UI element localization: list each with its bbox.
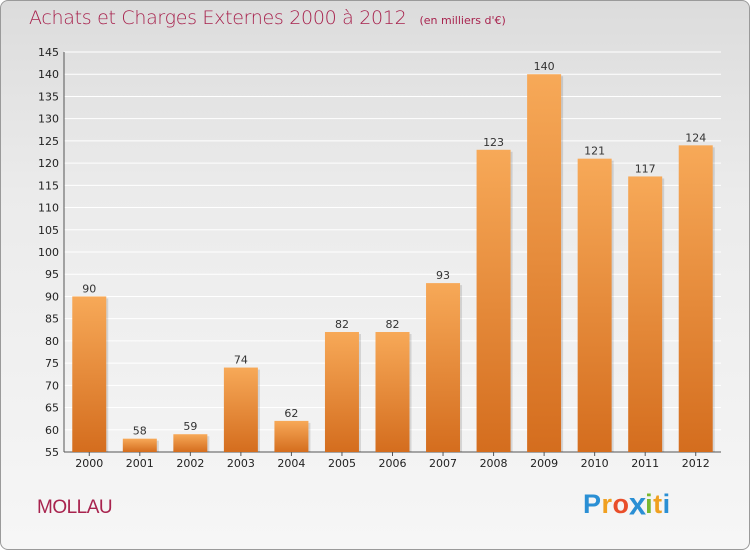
logo-letter: i <box>645 489 654 519</box>
bar-shadow <box>460 285 463 452</box>
data-label-2003: 74 <box>234 354 248 367</box>
y-tick-label: 110 <box>38 202 59 215</box>
x-tick-label-2003: 2003 <box>227 457 255 470</box>
chart-title: Achats et Charges Externes 2000 à 2012 (… <box>29 7 506 29</box>
bar-2009 <box>527 74 562 452</box>
bar-2007 <box>426 283 461 452</box>
bar-shadow <box>510 151 513 452</box>
data-label-2001: 58 <box>133 425 147 438</box>
bar-2011 <box>628 176 663 452</box>
bar-2008 <box>476 149 511 452</box>
label-layer: 90 58 59 74 62 82 82 93 123 140 121 117 124 <box>82 60 706 437</box>
commune-name: MOLLAU <box>37 497 113 518</box>
bar-shadow <box>207 436 210 452</box>
x-tick-label-2009: 2009 <box>530 457 558 470</box>
y-tick-label: 90 <box>45 290 59 303</box>
bar-2010 <box>577 158 612 452</box>
x-tick-label-2004: 2004 <box>277 457 305 470</box>
y-tick-label: 75 <box>45 357 59 370</box>
bar-shadow <box>561 76 564 452</box>
data-label-2005: 82 <box>335 318 349 331</box>
bar-shadow <box>712 147 715 453</box>
bar-shadow <box>611 160 614 452</box>
logo-letter: t <box>653 489 663 519</box>
data-label-2002: 59 <box>183 420 197 433</box>
proxiti-logo: Proxiti <box>583 486 671 522</box>
x-tick-label-2007: 2007 <box>429 457 457 470</box>
y-tick-label: 80 <box>45 335 59 348</box>
chart-title-main: Achats et Charges Externes 2000 à 2012 <box>29 7 407 29</box>
bar-shadow <box>106 298 109 452</box>
data-label-2008: 123 <box>483 136 504 149</box>
bar-2003 <box>223 367 258 452</box>
logo-letter: P <box>583 489 602 519</box>
y-tick-label: 85 <box>45 313 59 326</box>
x-tick-label-2001: 2001 <box>126 457 154 470</box>
y-tick-label: 70 <box>45 379 59 392</box>
data-label-2000: 90 <box>82 282 96 295</box>
bar-2001 <box>122 438 157 452</box>
bar-2005 <box>324 332 359 452</box>
y-tick-label: 145 <box>38 46 59 59</box>
data-label-2011: 117 <box>635 162 656 175</box>
y-tick-label: 115 <box>38 179 59 192</box>
logo-letter: x <box>628 486 647 522</box>
x-tick-label-2005: 2005 <box>328 457 356 470</box>
x-tick-label-2008: 2008 <box>480 457 508 470</box>
data-label-2010: 121 <box>584 145 605 158</box>
x-tick-label-2000: 2000 <box>75 457 103 470</box>
y-tick-label: 55 <box>45 446 59 459</box>
bar-shadow <box>308 422 311 452</box>
chart-unit: (en milliers d'€) <box>419 14 506 27</box>
y-tick-label: 95 <box>45 268 59 281</box>
bar-2006 <box>375 332 410 452</box>
y-tick-label: 60 <box>45 424 59 437</box>
bar-2004 <box>274 420 309 452</box>
bar-shadow <box>156 440 159 452</box>
y-tick-label: 120 <box>38 157 59 170</box>
y-tick-label: 125 <box>38 135 59 148</box>
bar-2000 <box>72 296 107 452</box>
bar-shadow <box>257 369 260 452</box>
bar-layer <box>72 74 715 453</box>
bar-shadow <box>662 178 665 452</box>
x-tick-label-2006: 2006 <box>379 457 407 470</box>
axis-layer: 55 60 65 70 75 80 85 90 95 100 105 110 115 120 125 130 1… <box>38 46 721 470</box>
bar-2012 <box>678 145 713 453</box>
y-tick-label: 100 <box>38 246 59 259</box>
x-tick-label-2010: 2010 <box>581 457 609 470</box>
y-tick-label: 140 <box>38 68 59 81</box>
data-label-2007: 93 <box>436 269 450 282</box>
bar-shadow <box>409 334 412 452</box>
data-label-2012: 124 <box>685 131 706 144</box>
x-tick-label-2011: 2011 <box>631 457 659 470</box>
logo-letter: r <box>601 489 613 519</box>
y-tick-label: 135 <box>38 90 59 103</box>
data-label-2006: 82 <box>386 318 400 331</box>
logo-letter: i <box>662 489 671 519</box>
y-tick-label: 130 <box>38 113 59 126</box>
data-label-2004: 62 <box>284 407 298 420</box>
logo-letter: o <box>612 489 630 519</box>
bar-2002 <box>173 434 208 452</box>
y-tick-label: 105 <box>38 224 59 237</box>
data-label-2009: 140 <box>534 60 555 73</box>
bar-shadow <box>358 334 361 452</box>
x-tick-label-2012: 2012 <box>682 457 710 470</box>
y-tick-label: 65 <box>45 402 59 415</box>
x-tick-label-2002: 2002 <box>176 457 204 470</box>
